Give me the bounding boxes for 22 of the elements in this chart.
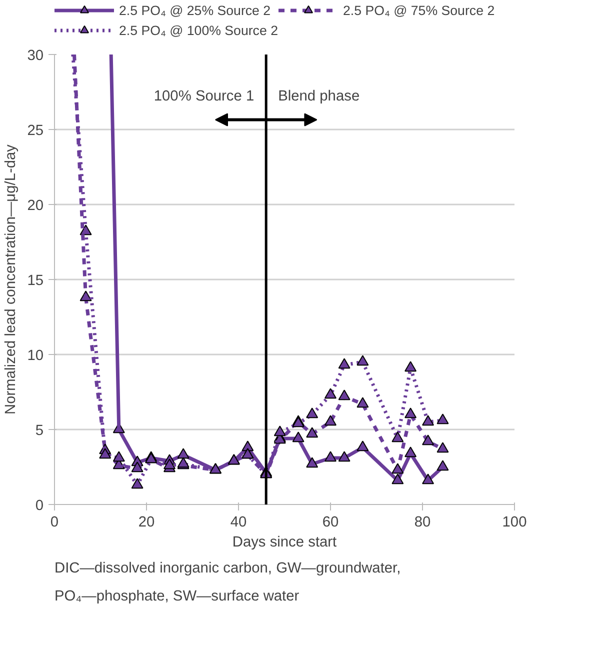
x-tick-label: 80 <box>414 514 431 530</box>
legend-label: 2.5 PO₄ @ 75% Source 2 <box>343 2 495 18</box>
legend-label: 2.5 PO₄ @ 100% Source 2 <box>119 22 278 38</box>
text: PO₄—phosphate, SW—surface water <box>54 588 300 604</box>
y-tick-label: 5 <box>35 423 44 439</box>
y-tick-label: 25 <box>27 123 44 139</box>
annotation: 100% Source 1 <box>154 88 254 104</box>
y-axis-title: Normalized lead concentration—μg/L-day <box>3 144 20 414</box>
legend-label: 2.5 PO₄ @ 25% Source 2 <box>119 2 271 18</box>
x-axis-title: Days since start <box>232 534 337 550</box>
y-tick-label: 30 <box>27 48 44 64</box>
text: DIC—dissolved inorganic carbon, GW—groundwater, <box>54 560 401 576</box>
x-tick-label: 60 <box>322 514 339 530</box>
y-tick-label: 10 <box>27 348 44 364</box>
x-tick-label: 40 <box>230 514 247 530</box>
y-tick-label: 0 <box>35 498 44 514</box>
y-tick-label: 15 <box>27 273 44 289</box>
x-tick-label: 100 <box>502 514 527 530</box>
y-tick-label: 20 <box>27 198 44 214</box>
x-tick-label: 0 <box>50 514 59 530</box>
x-tick-label: 20 <box>138 514 155 530</box>
annotation: Blend phase <box>278 88 360 104</box>
